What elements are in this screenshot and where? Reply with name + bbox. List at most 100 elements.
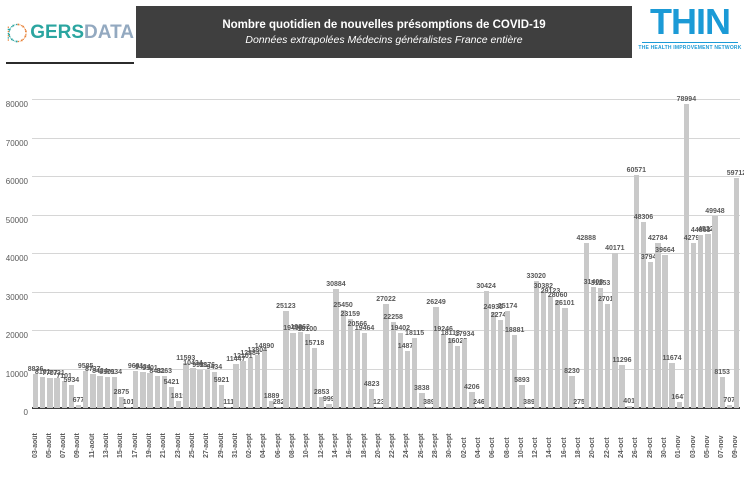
x-axis-tick: 18-oct (575, 437, 583, 458)
bar (104, 376, 110, 408)
bar-value-label: 677 (72, 397, 85, 405)
bar (347, 318, 353, 408)
bar (269, 400, 275, 408)
gridline (32, 176, 740, 177)
bar-value-label: 7731 (49, 370, 65, 378)
x-axis-tick: 09-août (74, 433, 82, 458)
bar-value-label: 707 (723, 397, 736, 405)
bar-value-label: 27022 (376, 295, 396, 303)
x-axis-tick: 14-sept (331, 433, 339, 458)
bar (311, 347, 318, 408)
bar-value-label: 275 (573, 398, 585, 406)
thin-logo-text: THIN (650, 1, 731, 42)
y-axis-tick: 20000 (5, 331, 28, 340)
bar-value-label: 11447 (226, 355, 246, 363)
bar (633, 174, 640, 408)
bar (440, 333, 446, 408)
bar-value-label: 8836 (27, 365, 44, 373)
bar-value-label: 30424 (476, 282, 496, 290)
x-axis-tick: 03-août (31, 433, 39, 458)
bar (304, 334, 311, 408)
x-axis-tick: 06-sept (274, 433, 282, 458)
bar (705, 233, 711, 408)
thin-logo: THIN THE HEALTH IMPROVEMENT NETWORK (638, 2, 742, 64)
bar (447, 338, 454, 408)
bar (68, 385, 75, 408)
bar-value-label: 9101 (142, 364, 158, 372)
x-axis-tick: 20-sept (374, 433, 382, 458)
bar (154, 375, 160, 408)
bar (404, 350, 411, 408)
x-axis-tick: 13-août (103, 433, 111, 458)
y-axis-tick: 60000 (5, 177, 28, 186)
bar (383, 303, 389, 408)
bar-value-label: 8101 (34, 368, 51, 376)
y-axis-tick: 10000 (5, 369, 28, 379)
x-axis-tick: 23-août (174, 433, 182, 458)
bar-value-label: 24935 (483, 304, 503, 312)
bar-value-label: 19100 (297, 326, 318, 334)
bar-value-label: 9691 (127, 362, 144, 370)
bar (469, 391, 475, 408)
x-axis-tick: 22-sept (389, 433, 397, 458)
bar-value-label: 23159 (340, 310, 360, 318)
bar (555, 299, 561, 408)
gersdata-logo-text: GERSDATA (30, 22, 134, 44)
x-axis-tick: 25-août (188, 433, 196, 458)
bar (361, 333, 368, 408)
bar-value-label: 19862 (290, 323, 310, 331)
gersdata-logo: GERSDATA (6, 4, 134, 64)
bar-value-label: 30382 (533, 283, 554, 291)
bar (426, 406, 432, 408)
x-axis-tick: 06-oct (489, 437, 497, 458)
chart-subtitle: Données extrapolées Médecins généraliste… (245, 33, 523, 46)
bar-value-label: 2875 (113, 388, 130, 396)
bar-value-label: 40171 (605, 245, 625, 253)
gridline (32, 99, 740, 100)
bar (333, 289, 339, 408)
bar-value-label: 9585 (77, 363, 94, 371)
bar-value-label: 31253 (590, 279, 611, 287)
bar (161, 376, 168, 408)
thin-logo-caption: THE HEALTH IMPROVEMENT NETWORK (638, 45, 742, 51)
bar (676, 401, 682, 408)
bar (519, 385, 525, 408)
bar (75, 405, 82, 408)
bar (118, 396, 125, 408)
bar-value-label: 8737 (84, 366, 101, 374)
bar (90, 374, 96, 408)
bar-value-label: 1647 (671, 393, 687, 401)
y-axis-tick: 50000 (5, 215, 28, 225)
bar (655, 243, 661, 408)
x-axis-tick: 07-nov (718, 435, 726, 458)
x-axis-tick: 27-août (203, 433, 211, 458)
bar-value-label: 9921 (192, 361, 208, 369)
bar (261, 350, 268, 408)
x-axis-tick: 29-août (217, 433, 225, 458)
bar-value-label: 5921 (213, 377, 230, 385)
bar-value-label: 18115 (405, 330, 425, 338)
bar-value-label: 37945 (640, 253, 661, 261)
bar-value-label: 26101 (555, 299, 575, 307)
gridline (32, 253, 740, 254)
bar-value-label: 19246 (433, 325, 453, 333)
x-axis-tick: 03-nov (689, 435, 697, 458)
bar (583, 242, 589, 408)
bar (540, 291, 547, 408)
gersdata-logo-gers: GERS (30, 22, 85, 43)
bar (190, 367, 196, 408)
bar (97, 375, 103, 408)
bar (512, 335, 518, 408)
bar (562, 307, 568, 408)
x-axis-line (32, 407, 740, 409)
gridline (32, 291, 740, 293)
bar-value-label: 1889 (263, 392, 280, 400)
plot-area: 8836 03-août 8101 7707 05-août 7731 7101 07-aoû… (28, 96, 744, 458)
x-axis-tick: 28-sept (432, 433, 440, 458)
bar (204, 369, 210, 408)
bar-value-label: 4206 (464, 383, 480, 391)
bar (183, 363, 189, 408)
bar-value-label: 5893 (514, 377, 530, 385)
bar-value-label: 16025 (447, 338, 468, 346)
x-axis-tick: 02-oct (460, 437, 468, 458)
